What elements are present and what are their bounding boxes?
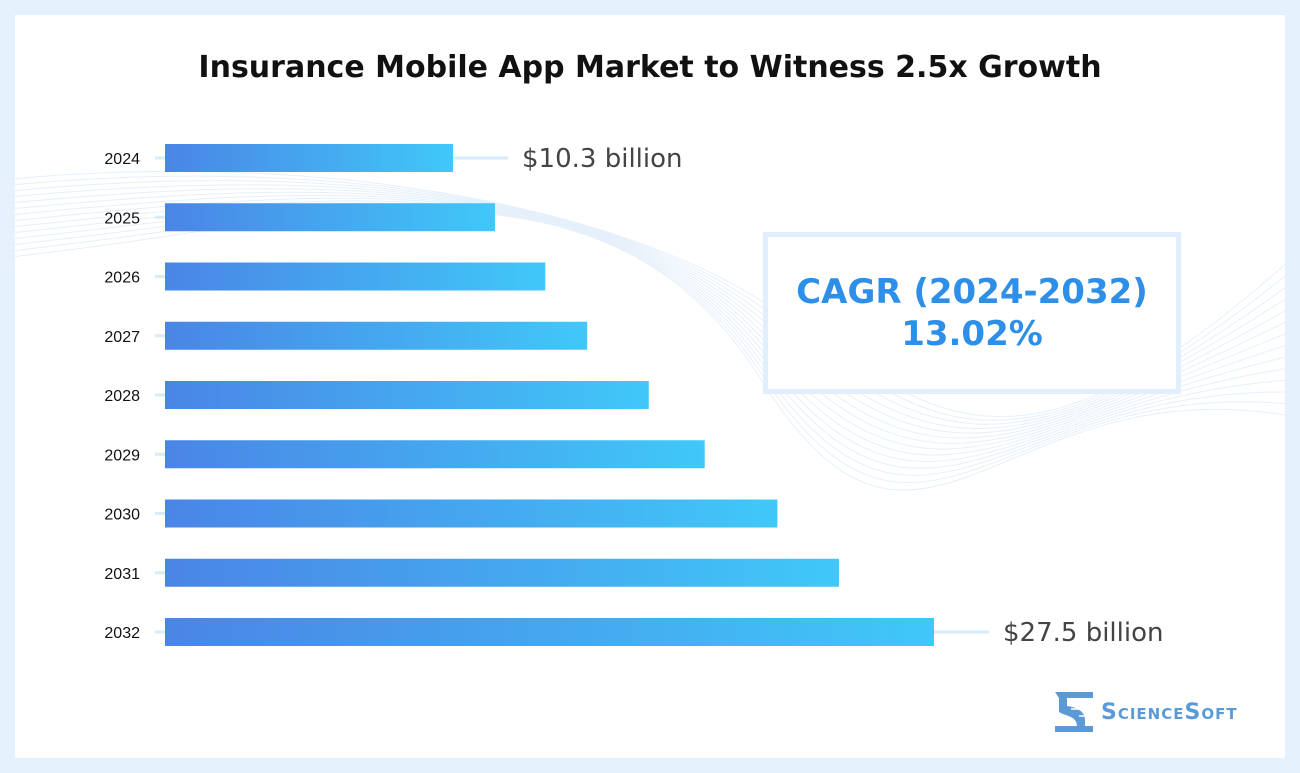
logo-icon [1055,692,1093,732]
bar-2026 [165,262,546,291]
bar-2029 [165,440,705,469]
sciencesoft-logo: ScienceSoft [1055,692,1238,732]
bar-2028 [165,381,649,409]
wave-line [0,184,1291,429]
wave-line [0,191,1291,439]
wave-line [0,180,1291,425]
category-label: 2030 [104,507,140,524]
logo-text: ScienceSoft [1101,699,1238,725]
category-label: 2032 [104,625,140,642]
bar-2031 [165,558,839,587]
category-label: 2031 [104,566,140,583]
bar-2030 [165,499,778,528]
category-label: 2027 [104,329,140,346]
wave-line [0,175,1291,421]
cagr-value: 13.02% [901,314,1043,354]
bar-2027 [165,321,588,350]
category-label: 2025 [104,210,140,227]
data-label-2032: $27.5 billion [1003,618,1163,648]
data-label-2024: $10.3 billion [522,144,682,174]
chart-title: Insurance Mobile App Market to Witness 2… [198,50,1102,85]
wave-line [0,188,1291,434]
wave-line [0,194,1291,444]
bar-2032 [165,618,934,646]
wave-line [0,170,1291,418]
category-label: 2024 [104,151,140,168]
category-label: 2028 [104,388,140,405]
bar-2024 [165,144,454,172]
wave-line [0,197,1291,450]
category-label: 2026 [104,270,140,287]
cagr-callout: CAGR (2024-2032) 13.02% [763,232,1181,394]
category-label: 2029 [104,447,140,464]
cagr-label: CAGR (2024-2032) [796,271,1148,312]
bar-2025 [165,203,495,232]
